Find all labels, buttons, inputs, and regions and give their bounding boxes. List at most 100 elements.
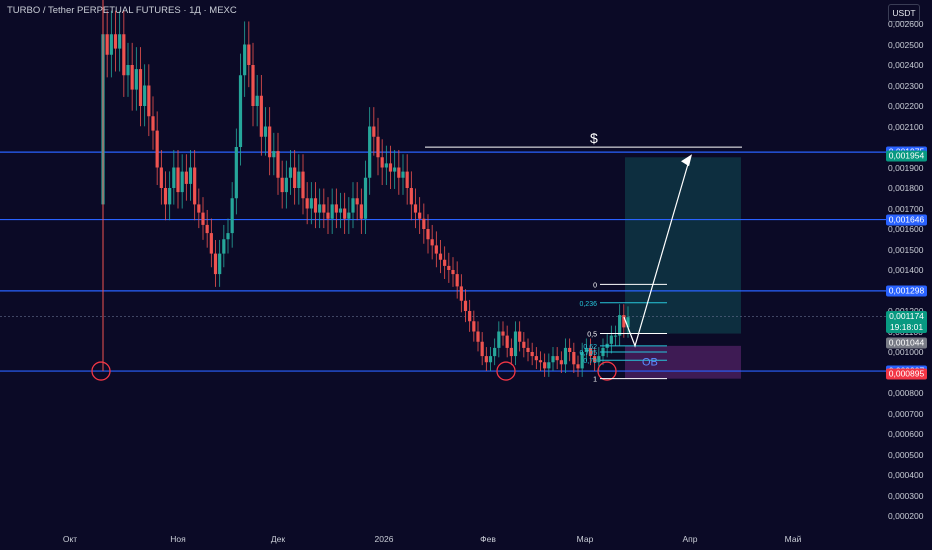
marker-circle <box>496 361 516 381</box>
price-tick-label: 0,000500 <box>888 449 924 460</box>
time-tick-label: 2026 <box>374 534 394 544</box>
candle-body <box>330 204 334 219</box>
candle-body <box>576 364 580 369</box>
candle-body <box>168 188 172 205</box>
candle-body <box>305 198 309 209</box>
price-tick-label: 0,001400 <box>888 265 924 275</box>
candle-body <box>426 229 430 240</box>
candle-body <box>526 347 530 352</box>
candle-body <box>580 352 584 369</box>
candle-body <box>572 352 576 365</box>
price-tick-label: 0,001600 <box>888 224 924 234</box>
candle-body <box>438 253 443 260</box>
candle-body <box>326 212 330 219</box>
candle-body <box>505 335 509 348</box>
candle-body <box>138 69 143 106</box>
candle-countdown: 19:18:01 <box>889 322 924 333</box>
candle-body <box>413 204 418 213</box>
candle-body <box>509 347 513 357</box>
fib-level-label: 0,79 <box>583 358 597 365</box>
candle-body <box>443 259 447 266</box>
price-tick-label: 0,000600 <box>888 429 924 439</box>
candle-body <box>480 341 484 357</box>
candle-body <box>113 34 118 49</box>
candle-body <box>409 188 413 205</box>
candle-body <box>338 208 343 213</box>
candle-body <box>513 331 518 357</box>
candle-body <box>284 177 288 193</box>
time-tick-label: Дек <box>270 534 286 544</box>
candle-body <box>288 167 293 178</box>
candle-body <box>209 233 213 254</box>
time-tick-label: Май <box>784 534 802 544</box>
candle-body <box>322 204 326 213</box>
candle-body <box>155 130 159 168</box>
candle-body <box>388 163 393 172</box>
candle-body <box>522 341 526 348</box>
fib-level-label: 0,236 <box>579 301 597 308</box>
candle-body <box>343 208 347 219</box>
candle-body <box>172 167 176 188</box>
candle-body <box>380 157 384 168</box>
candle-body <box>313 198 318 213</box>
last-price-value: 0,001174 <box>889 311 924 322</box>
candle-body <box>597 356 601 363</box>
price-tick-label: 0,001200 <box>888 306 923 316</box>
currency-button[interactable]: USDT <box>888 4 920 22</box>
candle-body <box>359 204 363 219</box>
price-tick-label: 0,001800 <box>888 183 924 193</box>
candle-body <box>234 147 238 199</box>
candle-body <box>238 75 243 147</box>
candle-body <box>197 204 201 213</box>
candle-body <box>126 65 130 76</box>
candle-body <box>309 198 313 209</box>
candle-body <box>584 347 588 352</box>
candle-body <box>226 233 230 240</box>
candle-body <box>251 65 255 106</box>
candle-body <box>376 136 380 158</box>
candle-body <box>268 126 272 158</box>
candle-body <box>555 356 559 361</box>
candle-body <box>130 65 134 90</box>
candle-body <box>176 167 180 193</box>
time-tick-label: Окт <box>62 534 78 544</box>
chart-zones <box>625 157 741 379</box>
candle-body <box>184 171 188 184</box>
candle-body <box>193 167 197 205</box>
symbol-title[interactable]: TURBO / Tether PERPETUAL FUTURES · 1Д · … <box>7 5 237 16</box>
price-tag: 0,000895 <box>886 368 927 380</box>
time-tick-label: Апр <box>682 534 698 544</box>
candle-body <box>334 204 338 213</box>
candle-body <box>613 335 618 337</box>
candle-body <box>293 167 297 188</box>
candle-body <box>538 360 543 363</box>
candle-body <box>484 356 488 363</box>
horizontal-levels <box>0 151 886 372</box>
price-tick-label: 0,001900 <box>888 162 924 173</box>
candle-body <box>559 360 563 365</box>
candle-body <box>518 331 522 342</box>
candle-body <box>188 167 193 184</box>
candle-body <box>122 34 126 76</box>
candle-body <box>368 126 372 178</box>
time-tick-label: Мар <box>576 534 594 544</box>
candle-body <box>488 356 493 363</box>
candle-body <box>397 167 401 178</box>
time-tick-label: Фев <box>480 534 496 544</box>
marker-circle <box>597 361 617 381</box>
candle-body <box>405 171 409 188</box>
candle-body <box>247 44 251 65</box>
projection-path <box>623 157 691 348</box>
candle-body <box>263 126 268 137</box>
candle-body <box>218 253 222 275</box>
candle-body <box>393 167 397 172</box>
candle-body <box>455 274 459 287</box>
candle-body <box>109 34 113 55</box>
candle-body <box>447 265 451 270</box>
order-block-label: OB <box>642 356 658 368</box>
candle-body <box>213 253 218 275</box>
price-tick-label: 0,001700 <box>888 203 924 214</box>
price-tick-label: 0,001000 <box>888 347 924 357</box>
candle-body <box>434 245 438 254</box>
